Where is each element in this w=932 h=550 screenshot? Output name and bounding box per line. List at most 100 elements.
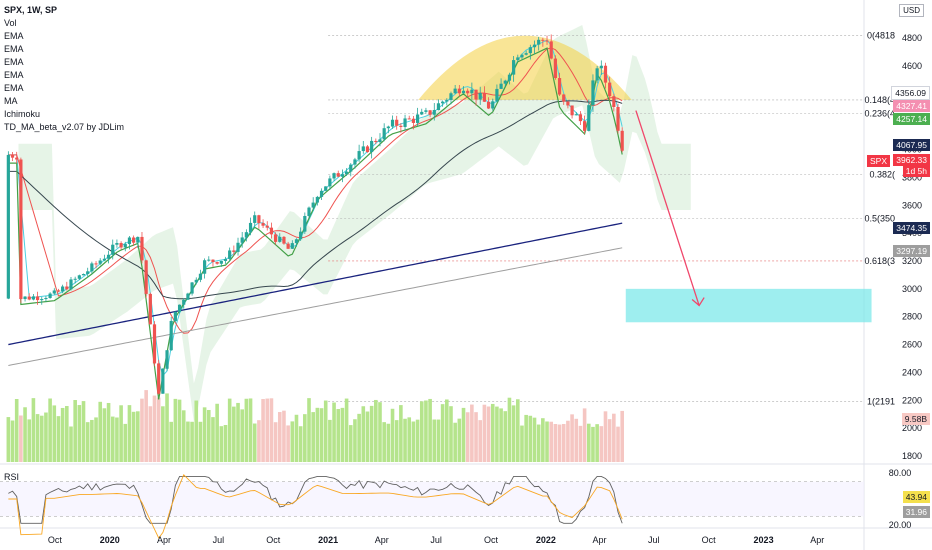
projection-arrow[interactable] [635, 110, 705, 307]
volume-bar [223, 424, 228, 462]
fib-label: 0.618(3 [864, 256, 895, 266]
candle-body [528, 47, 532, 54]
volume-bar [194, 400, 199, 462]
price-tick: 2800 [902, 312, 922, 322]
volume-bar [470, 404, 474, 462]
candle-body [161, 368, 165, 394]
candle-body [436, 103, 441, 111]
legend-item[interactable]: EMA [4, 44, 24, 54]
volume-bar [620, 410, 624, 462]
candle-body [194, 279, 198, 283]
candle-body [382, 128, 386, 140]
legend-item[interactable]: Vol [4, 18, 17, 28]
candle-body [566, 101, 570, 106]
target-zone-box[interactable] [625, 288, 872, 323]
volume-bar [566, 420, 570, 462]
volume-bar [127, 405, 132, 462]
volume-bar [549, 421, 554, 462]
candle-body [620, 130, 624, 151]
legend-item[interactable]: EMA [4, 31, 24, 41]
volume-bar [344, 398, 349, 462]
candle-body [19, 159, 23, 300]
moving-averages [8, 39, 623, 400]
candle-body [86, 271, 90, 275]
price-tag-3474: 3474.35 [893, 222, 930, 234]
volume-bar [27, 419, 32, 462]
candle-body [357, 151, 361, 160]
candle-body [290, 243, 294, 249]
candle-body [428, 110, 432, 115]
volume-bar [574, 418, 579, 462]
legend-title[interactable]: SPX, 1W, SP [4, 5, 58, 15]
volume-bar [252, 423, 257, 462]
candle-body [603, 65, 608, 83]
legend-item[interactable]: EMA [4, 57, 24, 67]
candle-body [261, 223, 265, 226]
legend-item[interactable]: Ichimoku [4, 109, 41, 119]
volume-bar [14, 398, 19, 462]
candle-body [52, 290, 56, 294]
price-tag-4067: 4067.95 [893, 139, 930, 151]
volume-bar [119, 405, 123, 462]
currency-label[interactable]: USD [899, 4, 924, 17]
volume-bar [411, 421, 416, 462]
candle-body [457, 88, 461, 94]
price-tick: 3600 [902, 200, 922, 210]
volume-bar [136, 411, 140, 462]
legend-item[interactable]: TD_MA_beta_v2.07 by JDLim [4, 122, 125, 132]
volume-bar [257, 420, 261, 462]
volume-bar [353, 419, 357, 462]
candle-body [40, 299, 44, 301]
candle-body [315, 196, 319, 203]
candle-body [65, 286, 69, 290]
candle-body [403, 118, 407, 127]
arrow-head[interactable] [691, 297, 705, 307]
legend-item[interactable]: EMA [4, 70, 24, 80]
candle-body [294, 239, 299, 244]
candle-body [140, 236, 144, 261]
volume-bar [528, 415, 533, 462]
spx-symbol-tag: SPX [866, 155, 890, 167]
volume-bar [106, 402, 111, 462]
volume-bar [152, 395, 157, 462]
price-tick: 4800 [902, 33, 922, 43]
volume-bar [424, 400, 428, 462]
volume-bar [361, 406, 366, 462]
volume-bar [432, 419, 437, 462]
time-tick: 2023 [754, 535, 774, 545]
legend-item[interactable]: MA [4, 96, 18, 106]
projection-arrow-line[interactable] [635, 110, 700, 306]
target-zone[interactable] [625, 288, 872, 323]
candle-body [553, 58, 557, 79]
candle-body [482, 92, 486, 102]
volume-bar [515, 399, 520, 462]
volume-bar [511, 405, 516, 462]
volume-bar [399, 405, 403, 462]
time-tick: 2022 [536, 535, 556, 545]
legend-item[interactable]: EMA [4, 83, 24, 93]
volume-bar [98, 401, 103, 462]
candle-body [532, 44, 537, 48]
candle-body [56, 290, 61, 292]
candle-body [282, 236, 286, 244]
volume-bar [269, 398, 274, 462]
price-tick: 2000 [902, 423, 922, 433]
volume-bar [386, 423, 391, 462]
time-tick: Apr [593, 535, 607, 545]
candle-body [31, 296, 36, 300]
volume-bar [169, 421, 174, 462]
volume-bar [81, 401, 86, 462]
ema-fast-line [8, 39, 623, 377]
volume-bar [23, 407, 27, 462]
ma-long-line [8, 222, 623, 346]
price-tick: 1800 [902, 451, 922, 461]
volume-bar [415, 419, 420, 462]
candle-body [10, 154, 15, 158]
candle-body [157, 363, 161, 394]
volume-bar [336, 409, 341, 462]
volume-bar [39, 415, 44, 462]
candle-body [453, 88, 457, 94]
volume-bar [144, 390, 148, 462]
ema-mid-line [8, 47, 623, 334]
